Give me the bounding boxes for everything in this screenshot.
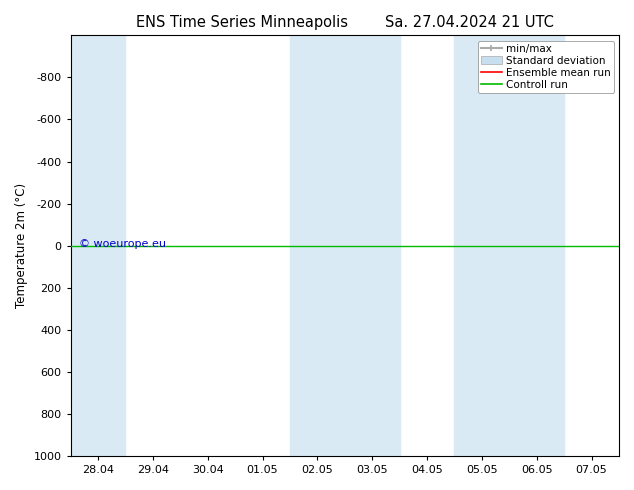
Bar [290, 35, 399, 456]
Title: ENS Time Series Minneapolis        Sa. 27.04.2024 21 UTC: ENS Time Series Minneapolis Sa. 27.04.20… [136, 15, 553, 30]
Bar [70, 35, 126, 456]
Text: © woeurope.eu: © woeurope.eu [79, 240, 166, 249]
Legend: min/max, Standard deviation, Ensemble mean run, Controll run: min/max, Standard deviation, Ensemble me… [478, 41, 614, 93]
Y-axis label: Temperature 2m (°C): Temperature 2m (°C) [15, 183, 28, 308]
Bar [455, 35, 564, 456]
